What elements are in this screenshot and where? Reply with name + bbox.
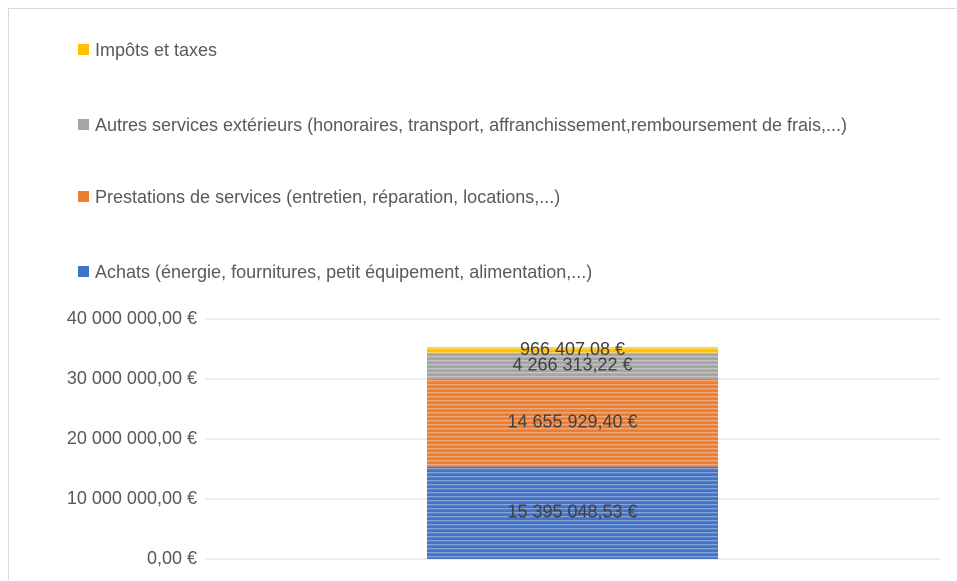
legend-label: Autres services extérieurs (honoraires, … [95, 115, 847, 135]
bar-texture [427, 378, 718, 467]
legend-swatch [78, 119, 89, 130]
data-label: 966 407,08 € [520, 339, 625, 359]
data-label: 15 395 048,53 € [507, 502, 637, 522]
bar-texture [427, 347, 718, 354]
data-label: 14 655 929,40 € [507, 411, 637, 431]
legend-entry: Achats (énergie, fournitures, petit équi… [78, 257, 928, 287]
chart-frame [8, 8, 956, 580]
data-label: 4 266 313,22 € [512, 355, 632, 375]
legend-label: Impôts et taxes [95, 40, 218, 60]
legend-entry: Prestations de services (entretien, répa… [78, 182, 928, 212]
y-tick-label: 30 000 000,00 € [67, 368, 197, 388]
legend-entry: Impôts et taxes [78, 35, 928, 65]
legend-swatch [78, 191, 89, 202]
legend-label: Prestations de services (entretien, répa… [95, 187, 561, 207]
y-tick-label: 20 000 000,00 € [67, 428, 197, 448]
bar-texture [427, 353, 718, 379]
legend-label: Achats (énergie, fournitures, petit équi… [95, 262, 593, 282]
bar-texture [427, 466, 718, 559]
legend-swatch [78, 44, 89, 55]
legend-swatch [78, 266, 89, 277]
legend-entry: Autres services extérieurs (honoraires, … [78, 110, 928, 140]
y-tick-label: 10 000 000,00 € [67, 488, 197, 508]
y-tick-label: 0,00 € [147, 548, 197, 568]
y-tick-label: 40 000 000,00 € [67, 308, 197, 328]
